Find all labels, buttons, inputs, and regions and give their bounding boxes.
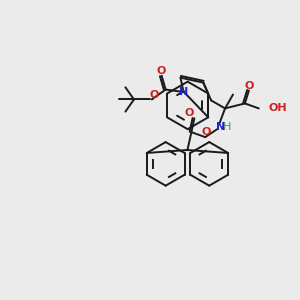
Text: N: N xyxy=(179,86,188,97)
Text: N: N xyxy=(215,122,225,132)
Text: O: O xyxy=(244,81,254,91)
Text: O: O xyxy=(157,66,166,76)
Text: O: O xyxy=(202,127,211,137)
Text: OH: OH xyxy=(269,103,287,113)
Text: O: O xyxy=(185,108,194,118)
Text: H: H xyxy=(223,122,231,132)
Text: O: O xyxy=(149,89,158,100)
